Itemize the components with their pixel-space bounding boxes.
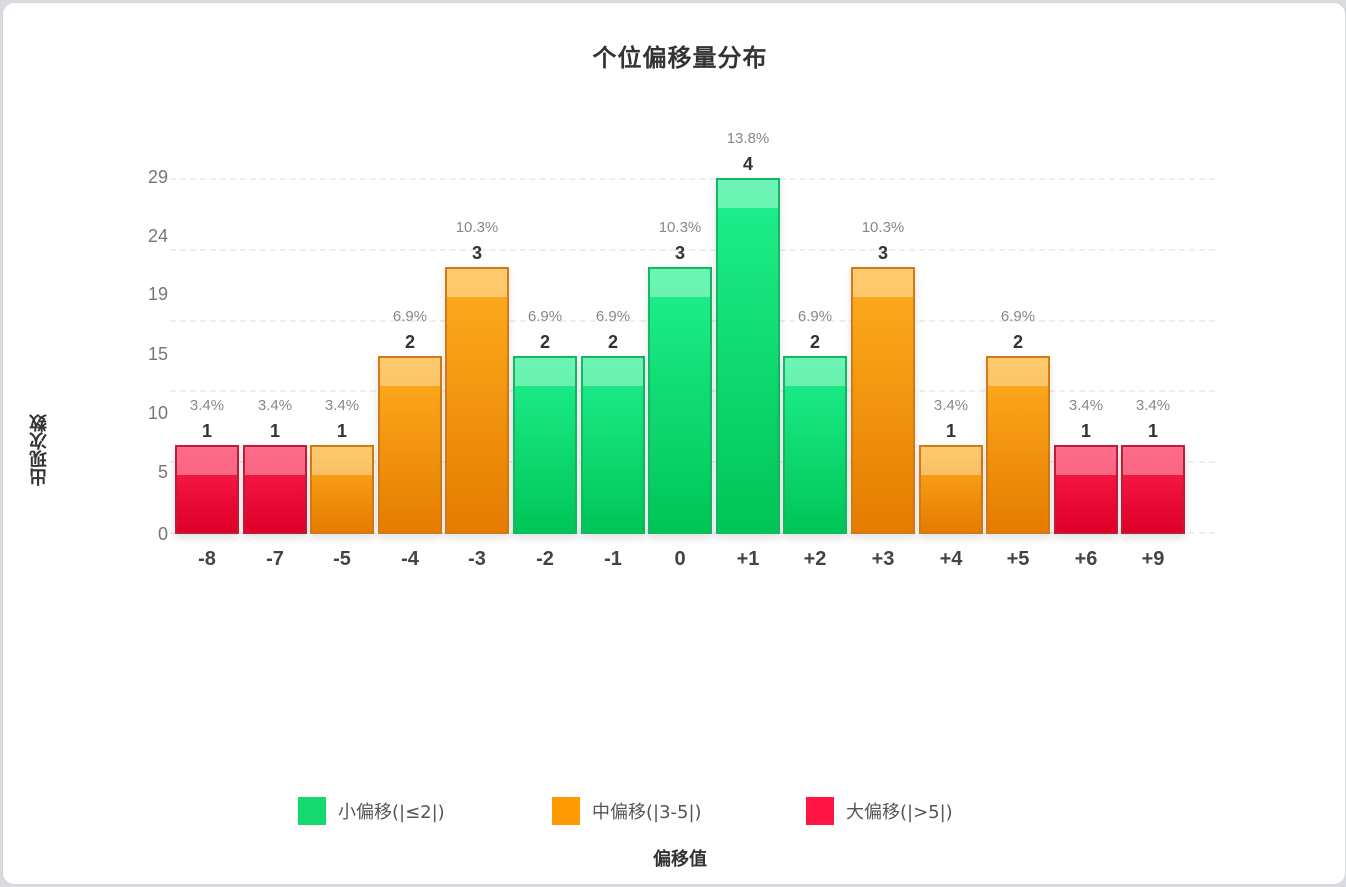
x-tick-label: +3 xyxy=(871,548,895,570)
y-tick-label: 29 xyxy=(147,167,168,187)
x-tick-label: -3 xyxy=(468,548,486,570)
x-tick-label: -8 xyxy=(198,548,216,570)
legend-label: 小偏移(|≤2|) xyxy=(338,802,445,823)
bar-percent-label: 3.4% xyxy=(324,397,360,414)
bar-highlight xyxy=(515,358,575,386)
bar-highlight xyxy=(312,447,372,475)
gridline xyxy=(170,249,1215,251)
legend-item-orange[interactable]: 中偏移(|3-5|) xyxy=(552,796,702,826)
bar-count-label: 2 xyxy=(1012,332,1023,352)
bar-highlight xyxy=(988,358,1048,386)
y-axis-label: 出现次数 xyxy=(29,414,50,486)
bar-count-label: 2 xyxy=(404,332,415,352)
bar[interactable] xyxy=(919,445,983,534)
bar-count-label: 1 xyxy=(1147,421,1158,441)
bar-highlight xyxy=(447,269,507,297)
bar[interactable] xyxy=(310,445,374,534)
bar[interactable] xyxy=(716,178,780,534)
y-tick-label: 10 xyxy=(147,403,168,423)
bar[interactable] xyxy=(648,267,712,534)
legend-label: 中偏移(|3-5|) xyxy=(592,802,702,823)
legend-label: 大偏移(|>5|) xyxy=(846,802,953,823)
legend-swatch xyxy=(298,797,326,825)
bar-count-label: 1 xyxy=(269,421,280,441)
legend-item-red[interactable]: 大偏移(|>5|) xyxy=(806,796,953,826)
bar-percent-label: 6.9% xyxy=(392,308,428,325)
bar-percent-label: 10.3% xyxy=(861,219,905,236)
x-tick-label: +4 xyxy=(939,548,963,570)
bar[interactable] xyxy=(175,445,239,534)
chart-title: 个位偏移量分布 xyxy=(592,44,768,72)
bar-count-label: 2 xyxy=(607,332,618,352)
bar-percent-label: 13.8% xyxy=(726,130,770,147)
bar[interactable] xyxy=(1054,445,1118,534)
x-axis-label: 偏移值 xyxy=(653,849,707,870)
legend-swatch xyxy=(806,797,834,825)
bar-count-label: 3 xyxy=(877,243,888,263)
bar[interactable] xyxy=(783,356,847,534)
x-tick-label: -4 xyxy=(401,548,419,570)
y-tick-label: 5 xyxy=(157,462,168,482)
gridline xyxy=(170,178,1215,180)
x-tick-label: +2 xyxy=(803,548,827,570)
x-tick-label: 0 xyxy=(674,548,686,570)
x-tick-label: -2 xyxy=(536,548,554,570)
bar-highlight xyxy=(853,269,913,297)
bar[interactable] xyxy=(445,267,509,534)
bar[interactable] xyxy=(1121,445,1185,534)
bar[interactable] xyxy=(378,356,442,534)
bar-count-label: 1 xyxy=(1080,421,1091,441)
bar-count-label: 3 xyxy=(471,243,482,263)
x-tick-label: +9 xyxy=(1141,548,1165,570)
bar-highlight xyxy=(177,447,237,475)
bar-percent-label: 6.9% xyxy=(595,308,631,325)
x-tick-label: +5 xyxy=(1006,548,1030,570)
bar-percent-label: 6.9% xyxy=(527,308,563,325)
bar-highlight xyxy=(380,358,440,386)
y-tick-label: 24 xyxy=(147,226,168,246)
bar-highlight xyxy=(245,447,305,475)
bar[interactable] xyxy=(513,356,577,534)
bar-percent-label: 3.4% xyxy=(257,397,293,414)
bar-percent-label: 3.4% xyxy=(1068,397,1104,414)
bar-percent-label: 10.3% xyxy=(658,219,702,236)
bar[interactable] xyxy=(581,356,645,534)
bar-percent-label: 10.3% xyxy=(455,219,499,236)
bar-highlight xyxy=(785,358,845,386)
x-tick-label: -5 xyxy=(333,548,351,570)
bar-highlight xyxy=(1123,447,1183,475)
bar-percent-label: 3.4% xyxy=(189,397,225,414)
bar-percent-label: 6.9% xyxy=(1000,308,1036,325)
bar-count-label: 1 xyxy=(336,421,347,441)
bar-count-label: 2 xyxy=(539,332,550,352)
bar-percent-label: 6.9% xyxy=(797,308,833,325)
x-tick-label: -1 xyxy=(604,548,622,570)
legend-swatch xyxy=(552,797,580,825)
bar-percent-label: 3.4% xyxy=(1135,397,1171,414)
y-tick-label: 19 xyxy=(147,284,168,304)
bar-count-label: 4 xyxy=(742,154,753,174)
bar-count-label: 1 xyxy=(201,421,212,441)
bar-count-label: 1 xyxy=(945,421,956,441)
bar[interactable] xyxy=(986,356,1050,534)
x-tick-label: -7 xyxy=(266,548,284,570)
y-tick-label: 15 xyxy=(147,344,168,364)
bar-highlight xyxy=(583,358,643,386)
bar-highlight xyxy=(718,180,778,208)
x-tick-label: +1 xyxy=(736,548,760,570)
bar[interactable] xyxy=(851,267,915,534)
bar-highlight xyxy=(921,447,981,475)
bar-count-label: 3 xyxy=(674,243,685,263)
bar-percent-label: 3.4% xyxy=(933,397,969,414)
bar[interactable] xyxy=(243,445,307,534)
legend-item-green[interactable]: 小偏移(|≤2|) xyxy=(298,796,445,826)
bar-highlight xyxy=(650,269,710,297)
bar-count-label: 2 xyxy=(809,332,820,352)
x-tick-label: +6 xyxy=(1074,548,1098,570)
bar-highlight xyxy=(1056,447,1116,475)
y-tick-label: 0 xyxy=(157,524,168,544)
